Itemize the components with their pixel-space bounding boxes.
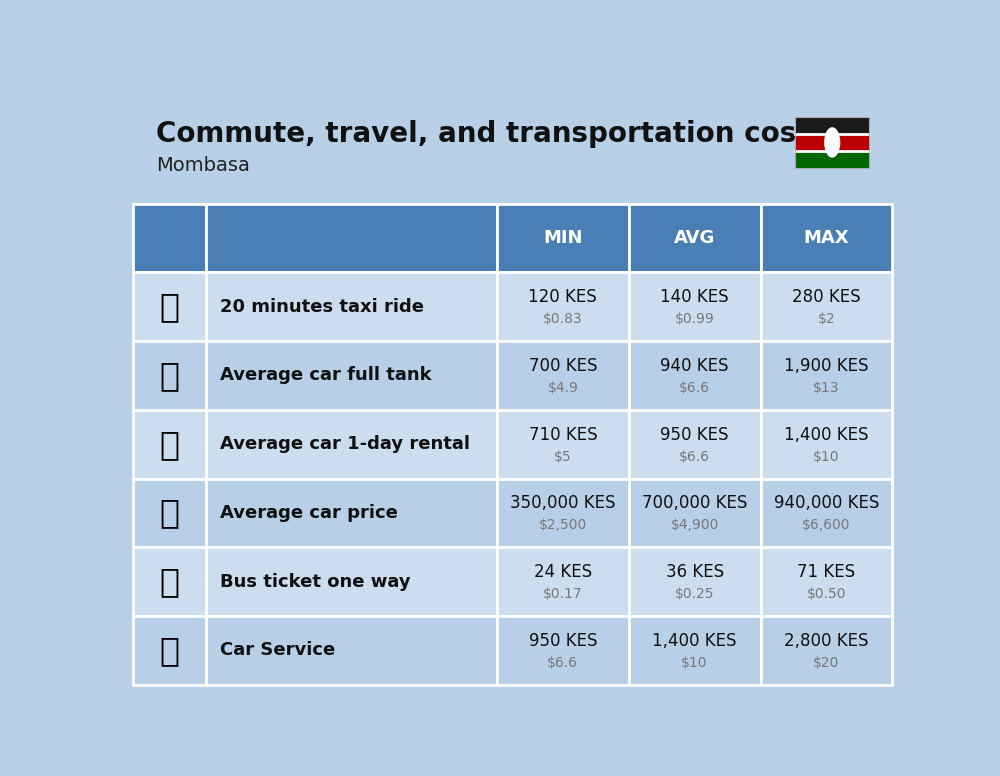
Text: $0.17: $0.17 xyxy=(543,587,583,601)
Text: 280 KES: 280 KES xyxy=(792,288,861,306)
FancyBboxPatch shape xyxy=(795,134,869,151)
Text: $4.9: $4.9 xyxy=(547,381,578,395)
FancyBboxPatch shape xyxy=(497,272,629,341)
FancyBboxPatch shape xyxy=(795,151,869,168)
Text: $10: $10 xyxy=(681,656,708,670)
Text: $5: $5 xyxy=(554,449,572,463)
FancyBboxPatch shape xyxy=(761,547,892,616)
FancyBboxPatch shape xyxy=(206,341,497,410)
FancyBboxPatch shape xyxy=(133,547,206,616)
FancyBboxPatch shape xyxy=(497,410,629,479)
FancyBboxPatch shape xyxy=(629,616,761,684)
Text: Bus ticket one way: Bus ticket one way xyxy=(220,573,411,591)
Text: 950 KES: 950 KES xyxy=(529,632,597,650)
FancyBboxPatch shape xyxy=(629,203,761,272)
Text: 710 KES: 710 KES xyxy=(529,425,597,444)
Text: 700,000 KES: 700,000 KES xyxy=(642,494,747,512)
Text: $13: $13 xyxy=(813,381,840,395)
Text: 20 minutes taxi ride: 20 minutes taxi ride xyxy=(220,298,424,316)
FancyBboxPatch shape xyxy=(206,547,497,616)
Text: 1,400 KES: 1,400 KES xyxy=(652,632,737,650)
Text: 🚌: 🚌 xyxy=(160,565,180,598)
Text: $20: $20 xyxy=(813,656,840,670)
Text: 950 KES: 950 KES xyxy=(660,425,729,444)
Text: $2,500: $2,500 xyxy=(539,518,587,532)
Text: 🛠️: 🛠️ xyxy=(160,634,180,667)
Text: ⛽️: ⛽️ xyxy=(160,359,180,392)
Text: $0.83: $0.83 xyxy=(543,312,583,326)
FancyBboxPatch shape xyxy=(133,616,206,684)
FancyBboxPatch shape xyxy=(497,479,629,547)
Text: $6.6: $6.6 xyxy=(547,656,578,670)
FancyBboxPatch shape xyxy=(761,272,892,341)
Ellipse shape xyxy=(824,127,840,158)
FancyBboxPatch shape xyxy=(206,272,497,341)
FancyBboxPatch shape xyxy=(629,272,761,341)
Text: 1,900 KES: 1,900 KES xyxy=(784,357,869,375)
Text: 71 KES: 71 KES xyxy=(797,563,855,581)
Text: Average car price: Average car price xyxy=(220,504,398,522)
Text: $0.25: $0.25 xyxy=(675,587,714,601)
FancyBboxPatch shape xyxy=(629,479,761,547)
Text: MIN: MIN xyxy=(543,229,583,247)
Text: $4,900: $4,900 xyxy=(670,518,719,532)
Text: 24 KES: 24 KES xyxy=(534,563,592,581)
Text: MAX: MAX xyxy=(804,229,849,247)
FancyBboxPatch shape xyxy=(497,203,629,272)
FancyBboxPatch shape xyxy=(206,410,497,479)
Text: $6,600: $6,600 xyxy=(802,518,851,532)
Text: Average car 1-day rental: Average car 1-day rental xyxy=(220,435,470,453)
FancyBboxPatch shape xyxy=(206,479,497,547)
Text: Commute, travel, and transportation costs: Commute, travel, and transportation cost… xyxy=(156,120,826,148)
Text: 2,800 KES: 2,800 KES xyxy=(784,632,869,650)
FancyBboxPatch shape xyxy=(629,547,761,616)
Text: 36 KES: 36 KES xyxy=(666,563,724,581)
FancyBboxPatch shape xyxy=(629,410,761,479)
Text: $0.99: $0.99 xyxy=(675,312,714,326)
FancyBboxPatch shape xyxy=(761,479,892,547)
Text: 🚕: 🚕 xyxy=(160,290,180,324)
Text: 🚗: 🚗 xyxy=(160,497,180,529)
Text: AVG: AVG xyxy=(674,229,715,247)
Text: $6.6: $6.6 xyxy=(679,381,710,395)
FancyBboxPatch shape xyxy=(497,341,629,410)
FancyBboxPatch shape xyxy=(629,341,761,410)
Text: Car Service: Car Service xyxy=(220,641,336,660)
Text: $0.50: $0.50 xyxy=(807,587,846,601)
Text: 940,000 KES: 940,000 KES xyxy=(774,494,879,512)
Text: 120 KES: 120 KES xyxy=(528,288,597,306)
FancyBboxPatch shape xyxy=(761,410,892,479)
FancyBboxPatch shape xyxy=(133,341,206,410)
FancyBboxPatch shape xyxy=(206,203,497,272)
FancyBboxPatch shape xyxy=(795,117,869,134)
Text: Average car full tank: Average car full tank xyxy=(220,366,432,384)
Text: Mombasa: Mombasa xyxy=(156,156,250,175)
FancyBboxPatch shape xyxy=(761,616,892,684)
Text: 🚙: 🚙 xyxy=(160,428,180,461)
FancyBboxPatch shape xyxy=(497,547,629,616)
FancyBboxPatch shape xyxy=(133,272,206,341)
FancyBboxPatch shape xyxy=(133,203,206,272)
Text: 350,000 KES: 350,000 KES xyxy=(510,494,616,512)
Text: 700 KES: 700 KES xyxy=(529,357,597,375)
Text: $6.6: $6.6 xyxy=(679,449,710,463)
Text: 940 KES: 940 KES xyxy=(660,357,729,375)
Text: 1,400 KES: 1,400 KES xyxy=(784,425,869,444)
FancyBboxPatch shape xyxy=(497,616,629,684)
Text: 140 KES: 140 KES xyxy=(660,288,729,306)
FancyBboxPatch shape xyxy=(206,616,497,684)
FancyBboxPatch shape xyxy=(133,410,206,479)
FancyBboxPatch shape xyxy=(761,203,892,272)
Text: $2: $2 xyxy=(818,312,835,326)
FancyBboxPatch shape xyxy=(133,479,206,547)
FancyBboxPatch shape xyxy=(761,341,892,410)
Text: $10: $10 xyxy=(813,449,840,463)
